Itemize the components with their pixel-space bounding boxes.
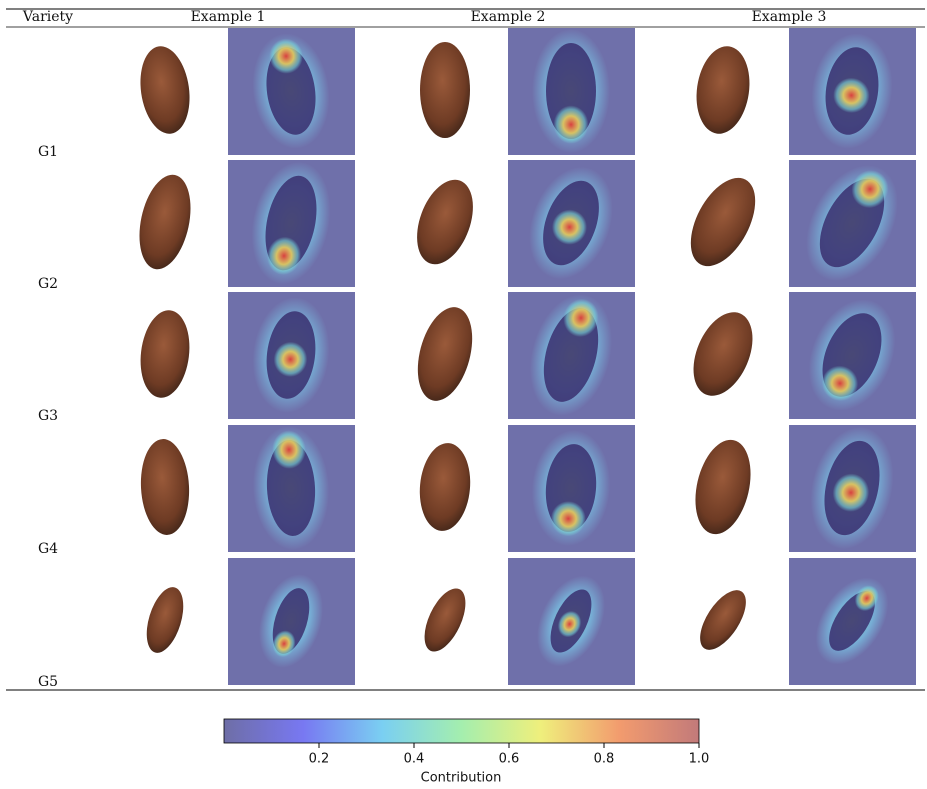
heatmap	[789, 28, 916, 155]
column-header: Example 1	[191, 9, 266, 25]
bean-photo	[691, 43, 755, 137]
heatmap	[228, 558, 355, 685]
heatmap	[228, 154, 355, 291]
colorbar-tick-label: 0.2	[309, 752, 330, 767]
colorbar-label: Contribution	[421, 771, 502, 786]
row-label: G3	[38, 408, 58, 424]
bean-photo	[406, 172, 483, 272]
bean-photo	[678, 167, 769, 276]
heatmap	[228, 292, 355, 419]
heatmap	[789, 286, 916, 424]
bean-photo	[682, 303, 764, 404]
heatmap	[508, 558, 635, 685]
row-label: G5	[38, 674, 58, 690]
bean-photo	[420, 42, 470, 138]
column-header: Example 3	[752, 9, 827, 25]
row-label: G2	[38, 276, 58, 292]
bean-photo	[687, 434, 759, 539]
image-grid	[132, 28, 917, 685]
heatmap	[788, 149, 917, 296]
bean-photo	[408, 301, 481, 407]
colorbar-tick-label: 0.4	[404, 752, 425, 767]
bean-photo	[416, 441, 473, 533]
column-header: Example 2	[471, 9, 546, 25]
colorbar-tick-label: 0.6	[499, 752, 520, 767]
heatmap	[508, 425, 635, 552]
heatmap	[789, 558, 916, 685]
figure: Variety Example 1 Example 2 Example 3 Co…	[0, 0, 927, 785]
heatmap	[508, 28, 635, 155]
heatmap	[508, 155, 635, 291]
heatmap	[508, 285, 635, 425]
bean-photo	[416, 582, 474, 657]
colorbar-tick-label: 1.0	[689, 752, 710, 767]
row-label: G4	[38, 541, 58, 557]
column-header: Variety	[22, 9, 73, 25]
heatmap-hotspot	[554, 105, 589, 143]
heatmap	[228, 28, 355, 155]
bean-photo	[135, 43, 195, 137]
heatmap	[789, 419, 916, 558]
row-label: G1	[38, 144, 58, 160]
colorbar-tick-label: 0.8	[594, 752, 615, 767]
bean-photo	[136, 307, 194, 400]
colorbar	[224, 719, 699, 743]
bean-photo	[132, 170, 199, 274]
bean-photo	[139, 438, 192, 536]
bean-photo	[140, 583, 190, 657]
bean-photo	[691, 583, 755, 657]
heatmap	[228, 424, 355, 552]
